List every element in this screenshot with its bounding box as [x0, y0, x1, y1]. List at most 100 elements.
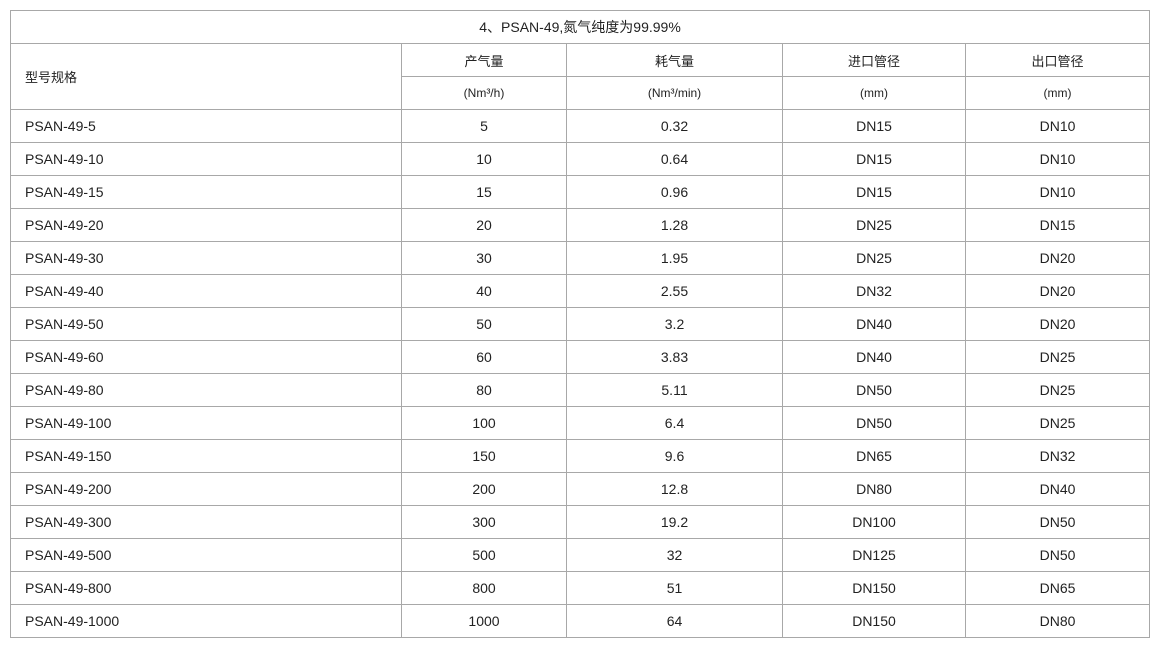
table-row: PSAN-49-150 150 9.6 DN65 DN32 [10, 439, 1151, 473]
cell-outlet: DN25 [964, 340, 1151, 374]
cell-outlet: DN40 [964, 472, 1151, 506]
cell-output: 80 [401, 373, 567, 407]
cell-model: PSAN-49-200 [10, 472, 402, 506]
table-row: PSAN-49-5 5 0.32 DN15 DN10 [10, 109, 1151, 143]
cell-inlet: DN25 [782, 208, 966, 242]
cell-outlet: DN65 [964, 571, 1151, 605]
cell-output: 200 [401, 472, 567, 506]
cell-model: PSAN-49-60 [10, 340, 402, 374]
cell-model: PSAN-49-40 [10, 274, 402, 308]
unit-inlet: (mm) [782, 76, 966, 110]
cell-consumption: 0.32 [566, 109, 783, 143]
cell-inlet: DN32 [782, 274, 966, 308]
cell-model: PSAN-49-1000 [10, 604, 402, 638]
cell-inlet: DN150 [782, 604, 966, 638]
cell-model: PSAN-49-50 [10, 307, 402, 341]
cell-model: PSAN-49-10 [10, 142, 402, 176]
table-title: 4、PSAN-49,氮气纯度为99.99% [9, 10, 1151, 44]
cell-consumption: 0.64 [566, 142, 783, 176]
cell-consumption: 3.2 [566, 307, 783, 341]
unit-output: (Nm³/h) [401, 76, 567, 110]
cell-consumption: 6.4 [566, 406, 783, 440]
table-row: PSAN-49-50 50 3.2 DN40 DN20 [10, 307, 1151, 341]
cell-outlet: DN32 [964, 439, 1151, 473]
cell-model: PSAN-49-150 [10, 439, 402, 473]
cell-outlet: DN20 [964, 307, 1151, 341]
table-row: PSAN-49-80 80 5.11 DN50 DN25 [10, 373, 1151, 407]
cell-inlet: DN50 [782, 406, 966, 440]
table-row: PSAN-49-1000 1000 64 DN150 DN80 [10, 604, 1151, 638]
table-row: PSAN-49-300 300 19.2 DN100 DN50 [10, 505, 1151, 539]
table-row: PSAN-49-15 15 0.96 DN15 DN10 [10, 175, 1151, 209]
cell-output: 300 [401, 505, 567, 539]
cell-output: 800 [401, 571, 567, 605]
table-row: PSAN-49-30 30 1.95 DN25 DN20 [10, 241, 1151, 275]
header-inlet: 进口管径 [782, 43, 966, 77]
unit-row: (Nm³/h) (Nm³/min) (mm) (mm) [11, 76, 1151, 110]
cell-outlet: DN10 [964, 109, 1151, 143]
header-model: 型号规格 [10, 43, 402, 110]
table-row: PSAN-49-60 60 3.83 DN40 DN25 [10, 340, 1151, 374]
table-row: PSAN-49-100 100 6.4 DN50 DN25 [10, 406, 1151, 440]
cell-output: 1000 [401, 604, 567, 638]
cell-outlet: DN20 [964, 241, 1151, 275]
cell-output: 10 [401, 142, 567, 176]
cell-output: 40 [401, 274, 567, 308]
table-row: PSAN-49-10 10 0.64 DN15 DN10 [10, 142, 1151, 176]
cell-output: 60 [401, 340, 567, 374]
cell-inlet: DN40 [782, 340, 966, 374]
cell-outlet: DN50 [964, 505, 1151, 539]
cell-outlet: DN80 [964, 604, 1151, 638]
cell-consumption: 12.8 [566, 472, 783, 506]
table-row: PSAN-49-800 800 51 DN150 DN65 [10, 571, 1151, 605]
table-row: PSAN-49-500 500 32 DN125 DN50 [10, 538, 1151, 572]
cell-consumption: 19.2 [566, 505, 783, 539]
table-row: PSAN-49-200 200 12.8 DN80 DN40 [10, 472, 1151, 506]
cell-model: PSAN-49-100 [10, 406, 402, 440]
cell-inlet: DN65 [782, 439, 966, 473]
cell-output: 500 [401, 538, 567, 572]
cell-inlet: DN80 [782, 472, 966, 506]
cell-consumption: 3.83 [566, 340, 783, 374]
cell-outlet: DN20 [964, 274, 1151, 308]
cell-model: PSAN-49-30 [10, 241, 402, 275]
cell-output: 30 [401, 241, 567, 275]
cell-model: PSAN-49-5 [10, 109, 402, 143]
cell-inlet: DN125 [782, 538, 966, 572]
cell-inlet: DN15 [782, 109, 966, 143]
cell-consumption: 9.6 [566, 439, 783, 473]
cell-consumption: 1.95 [566, 241, 783, 275]
cell-inlet: DN25 [782, 241, 966, 275]
cell-model: PSAN-49-300 [10, 505, 402, 539]
cell-consumption: 32 [566, 538, 783, 572]
header-output: 产气量 [401, 43, 567, 77]
cell-consumption: 0.96 [566, 175, 783, 209]
cell-output: 150 [401, 439, 567, 473]
table-row: PSAN-49-20 20 1.28 DN25 DN15 [10, 208, 1151, 242]
cell-model: PSAN-49-20 [10, 208, 402, 242]
cell-output: 20 [401, 208, 567, 242]
cell-model: PSAN-49-15 [10, 175, 402, 209]
cell-outlet: DN50 [964, 538, 1151, 572]
cell-consumption: 5.11 [566, 373, 783, 407]
cell-model: PSAN-49-500 [10, 538, 402, 572]
header-consumption: 耗气量 [566, 43, 783, 77]
cell-inlet: DN15 [782, 175, 966, 209]
cell-consumption: 51 [566, 571, 783, 605]
table-row: PSAN-49-40 40 2.55 DN32 DN20 [10, 274, 1151, 308]
cell-inlet: DN100 [782, 505, 966, 539]
header-outlet: 出口管径 [964, 43, 1151, 77]
cell-consumption: 2.55 [566, 274, 783, 308]
cell-inlet: DN40 [782, 307, 966, 341]
unit-consumption: (Nm³/min) [566, 76, 783, 110]
cell-outlet: DN25 [964, 406, 1151, 440]
cell-consumption: 1.28 [566, 208, 783, 242]
cell-output: 15 [401, 175, 567, 209]
cell-inlet: DN50 [782, 373, 966, 407]
cell-outlet: DN10 [964, 142, 1151, 176]
spec-table: 4、PSAN-49,氮气纯度为99.99% 型号规格 产气量 耗气量 进口管径 … [9, 10, 1151, 638]
header-row: 型号规格 产气量 耗气量 进口管径 出口管径 [10, 43, 1151, 110]
cell-output: 5 [401, 109, 567, 143]
cell-outlet: DN25 [964, 373, 1151, 407]
cell-model: PSAN-49-80 [10, 373, 402, 407]
